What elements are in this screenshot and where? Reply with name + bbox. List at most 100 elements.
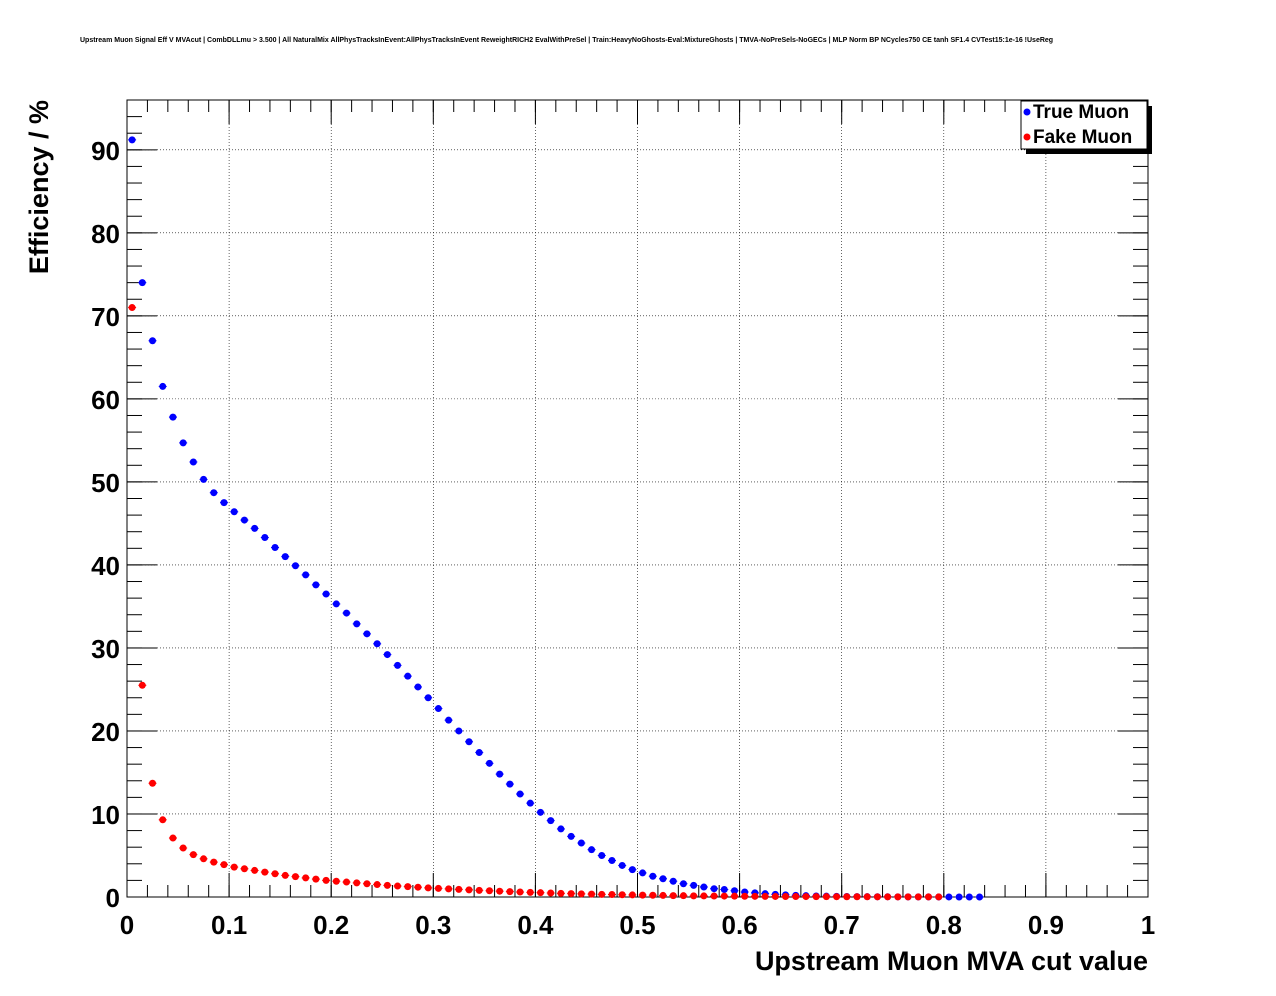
data-point-true-muon (322, 590, 330, 598)
data-point-fake-muon (884, 893, 892, 901)
data-point-fake-muon (271, 870, 279, 878)
y-tick-label: 30 (91, 634, 120, 664)
data-point-true-muon (291, 562, 299, 570)
data-point-fake-muon (312, 875, 320, 883)
data-point-true-muon (169, 413, 177, 421)
y-tick-label: 10 (91, 800, 120, 830)
data-point-fake-muon (506, 888, 514, 896)
data-point-true-muon (485, 759, 493, 767)
data-point-true-muon (730, 887, 738, 895)
data-point-true-muon (271, 543, 279, 551)
data-point-fake-muon (240, 865, 248, 873)
data-point-true-muon (343, 609, 351, 617)
data-point-true-muon (281, 553, 289, 561)
data-point-fake-muon (659, 891, 667, 899)
data-point-fake-muon (557, 889, 565, 897)
data-point-true-muon (475, 749, 483, 757)
data-point-true-muon (251, 524, 259, 532)
data-point-fake-muon (873, 893, 881, 901)
data-point-fake-muon (782, 893, 790, 901)
data-point-true-muon (434, 705, 442, 713)
data-point-true-muon (383, 651, 391, 659)
data-point-fake-muon (608, 891, 616, 899)
data-point-true-muon (138, 279, 146, 287)
legend: True Muon Fake Muon (1020, 100, 1152, 154)
data-point-true-muon (261, 534, 269, 542)
data-point-true-muon (526, 799, 534, 807)
x-tick-label: 0.8 (926, 910, 962, 940)
data-point-fake-muon (853, 893, 861, 901)
data-point-fake-muon (863, 893, 871, 901)
data-point-true-muon (496, 770, 504, 778)
data-point-true-muon (669, 877, 677, 885)
data-point-fake-muon (394, 882, 402, 890)
series-fake-muon (128, 304, 943, 901)
data-point-true-muon (516, 790, 524, 798)
data-point-fake-muon (138, 681, 146, 689)
data-point-true-muon (537, 808, 545, 816)
y-axis-title: Efficiency / % (24, 100, 54, 274)
data-point-fake-muon (669, 892, 677, 900)
data-point-fake-muon (894, 893, 902, 901)
data-point-fake-muon (598, 890, 606, 898)
data-point-fake-muon (353, 879, 361, 887)
data-point-fake-muon (751, 892, 759, 900)
data-point-fake-muon (251, 866, 259, 874)
y-tick-label: 70 (91, 302, 120, 332)
data-point-fake-muon (363, 880, 371, 888)
data-point-fake-muon (465, 886, 473, 894)
data-point-fake-muon (475, 886, 483, 894)
y-tick-label: 0 (106, 883, 120, 913)
data-point-true-muon (690, 881, 698, 889)
data-point-fake-muon (189, 851, 197, 859)
data-point-fake-muon (792, 893, 800, 901)
y-tick-label: 40 (91, 551, 120, 581)
data-point-fake-muon (516, 888, 524, 896)
data-point-fake-muon (200, 855, 208, 863)
data-point-true-muon (128, 136, 136, 144)
x-tick-label: 0.1 (211, 910, 247, 940)
data-point-true-muon (720, 886, 728, 894)
data-point-fake-muon (628, 891, 636, 899)
data-point-true-muon (608, 856, 616, 864)
x-axis-title: Upstream Muon MVA cut value (755, 946, 1148, 976)
data-point-true-muon (557, 825, 565, 833)
data-point-fake-muon (577, 890, 585, 898)
x-tick-label: 0.4 (517, 910, 554, 940)
data-point-true-muon (353, 620, 361, 628)
data-point-true-muon (628, 866, 636, 874)
x-tick-label: 0.2 (313, 910, 349, 940)
data-point-true-muon (679, 880, 687, 888)
data-point-fake-muon (434, 884, 442, 892)
data-point-fake-muon (404, 883, 412, 891)
data-point-fake-muon (741, 892, 749, 900)
legend-label-fake-muon: Fake Muon (1033, 127, 1132, 148)
data-point-true-muon (506, 780, 514, 788)
legend-box (1020, 100, 1148, 150)
data-point-fake-muon (496, 887, 504, 895)
data-point-fake-muon (771, 892, 779, 900)
x-tick-label: 0 (120, 910, 134, 940)
data-point-fake-muon (210, 858, 218, 866)
data-point-fake-muon (281, 871, 289, 879)
data-point-true-muon (240, 516, 248, 524)
data-point-fake-muon (679, 892, 687, 900)
data-point-fake-muon (761, 892, 769, 900)
axis-ticks (126, 99, 1149, 898)
chart-title: Upstream Muon Signal Eff V MVAcut | Comb… (80, 37, 1053, 44)
y-tick-label: 50 (91, 468, 120, 498)
data-point-true-muon (659, 875, 667, 883)
data-point-true-muon (455, 727, 463, 735)
data-point-true-muon (200, 475, 208, 483)
data-point-fake-muon (924, 893, 932, 901)
legend-label-true-muon: True Muon (1033, 102, 1129, 123)
data-point-true-muon (639, 869, 647, 877)
data-point-fake-muon (935, 893, 943, 901)
data-point-fake-muon (588, 890, 596, 898)
data-point-fake-muon (424, 884, 432, 892)
data-point-true-muon (567, 832, 575, 840)
grid (127, 100, 1148, 897)
data-point-fake-muon (291, 873, 299, 881)
